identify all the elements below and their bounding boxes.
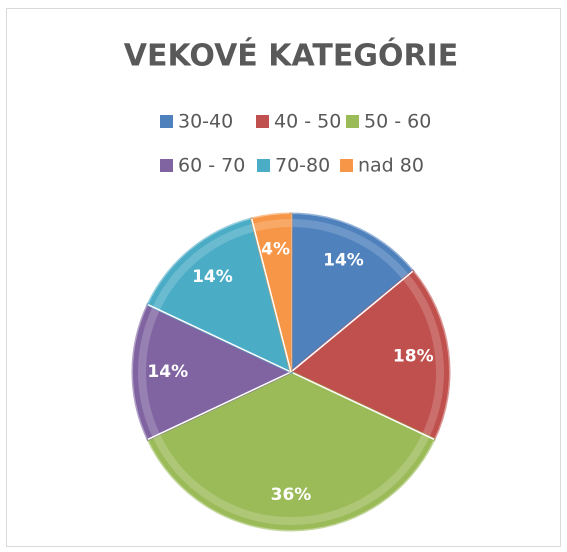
value-label: 14% <box>192 267 233 287</box>
legend-label: 70-80 <box>275 155 330 177</box>
legend-label: 50 - 60 <box>364 111 431 133</box>
legend-swatch <box>257 159 270 172</box>
legend-swatch <box>160 115 173 128</box>
pie-slice <box>131 302 295 442</box>
legend-label: 30-40 <box>178 111 233 133</box>
slice-bevel <box>152 223 255 311</box>
value-label: 18% <box>393 347 434 367</box>
legend-swatch <box>256 115 269 128</box>
slice-border <box>290 371 435 440</box>
legend-label: 40 - 50 <box>274 111 341 133</box>
value-label: 14% <box>147 362 188 382</box>
slice-border <box>290 270 414 373</box>
slice-bevel <box>290 219 409 280</box>
slice-bevel <box>252 219 292 232</box>
legend-swatch <box>160 159 173 172</box>
chart-title: VEKOVÉ KATEGÓRIE <box>124 37 458 74</box>
slice-bevel <box>138 306 160 438</box>
slice-bevel <box>402 274 444 438</box>
slice-border <box>147 371 292 440</box>
slice-bevel <box>152 433 430 525</box>
pie-slice <box>146 370 436 532</box>
pie-slice <box>146 217 294 375</box>
slice-border <box>250 218 292 373</box>
pie-slice <box>289 212 415 376</box>
value-label: 4% <box>261 240 290 260</box>
legend-label: nad 80 <box>358 155 424 177</box>
value-label: 14% <box>323 250 364 270</box>
legend-label: 60 - 70 <box>178 155 245 177</box>
legend-swatch <box>340 159 353 172</box>
legend-swatch <box>346 115 359 128</box>
value-label: 36% <box>271 485 312 505</box>
slice-border <box>147 304 292 373</box>
pie-slice <box>288 269 451 442</box>
